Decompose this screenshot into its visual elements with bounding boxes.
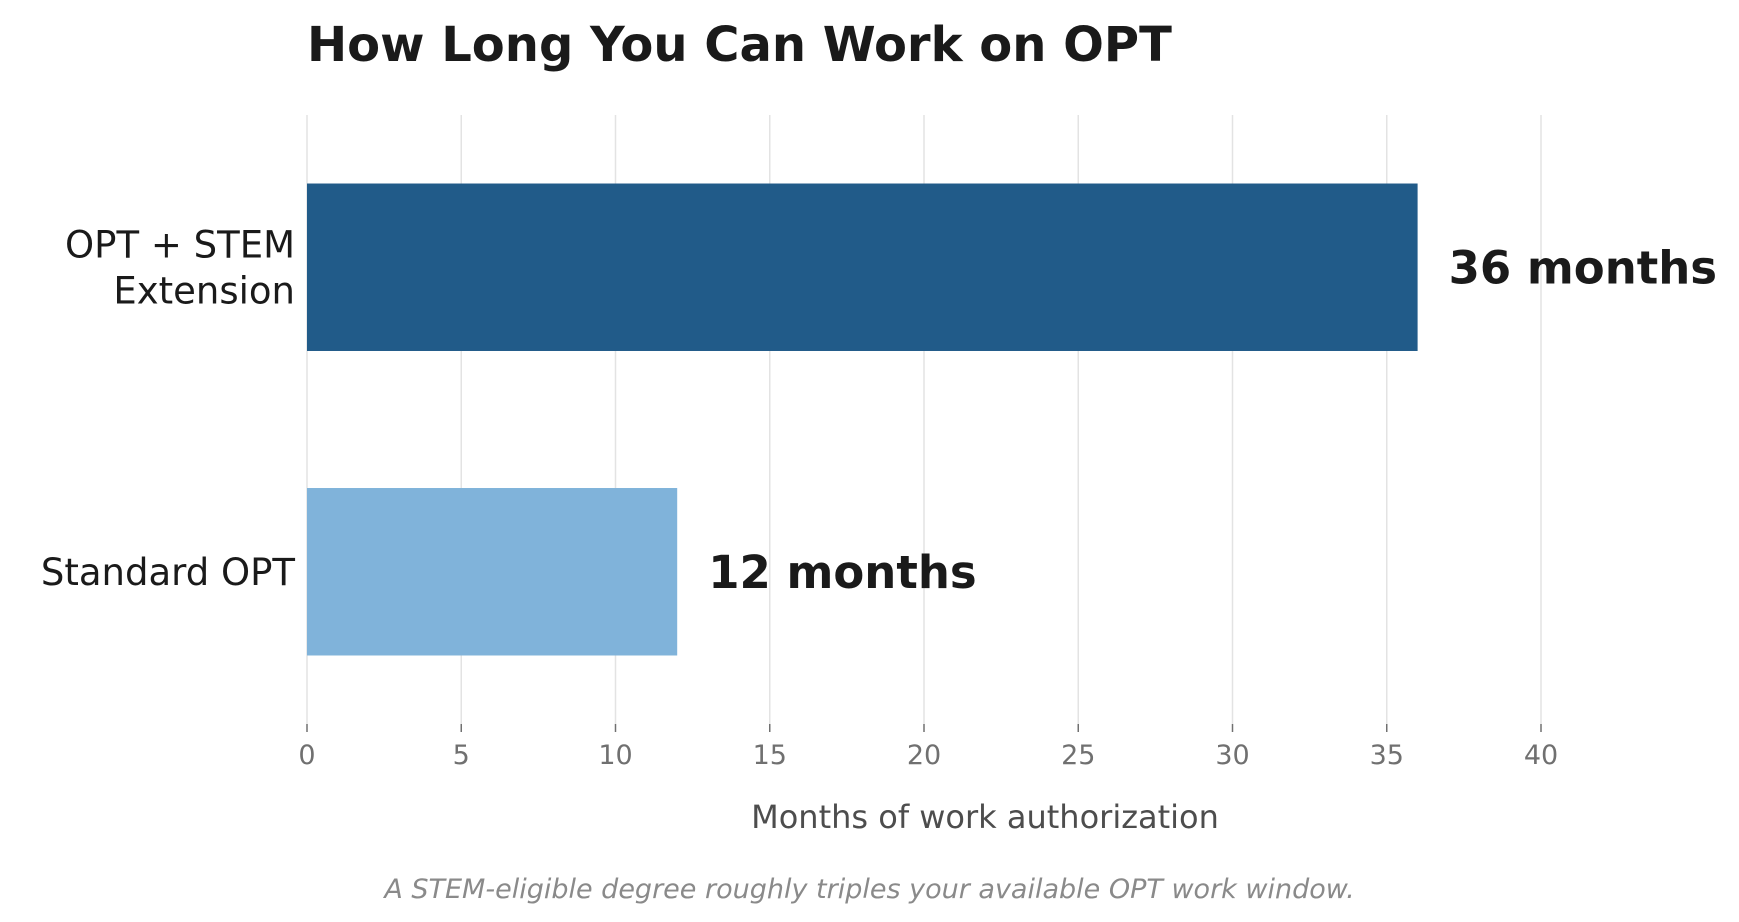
x-tick-label: 5	[453, 740, 470, 771]
bar	[307, 488, 678, 656]
x-tick-label: 35	[1370, 740, 1404, 771]
chart-caption: A STEM-eligible degree roughly triples y…	[382, 874, 1354, 905]
x-axis-label: Months of work authorization	[751, 798, 1219, 836]
x-tick-label: 0	[298, 740, 315, 771]
category-label: OPT + STEM Extension	[65, 223, 295, 312]
x-tick-label: 15	[753, 740, 787, 771]
x-tick-label: 25	[1061, 740, 1095, 771]
category-labels: OPT + STEM Extension Standard OPT	[41, 223, 296, 594]
x-axis-ticks: 0 5 10 15 20 25 30 35 40	[298, 724, 1558, 771]
x-tick-label: 10	[598, 740, 632, 771]
x-tick-label: 20	[907, 740, 941, 771]
bars	[307, 183, 1418, 656]
bar	[307, 183, 1418, 351]
category-label: Standard OPT	[41, 551, 296, 594]
chart-title: How Long You Can Work on OPT	[307, 17, 1172, 73]
bar-value-label: 36 months	[1449, 241, 1717, 294]
x-tick-label: 40	[1524, 740, 1558, 771]
x-tick-label: 30	[1215, 740, 1249, 771]
value-labels: 36 months 12 months	[708, 241, 1717, 599]
bar-value-label: 12 months	[708, 546, 976, 599]
